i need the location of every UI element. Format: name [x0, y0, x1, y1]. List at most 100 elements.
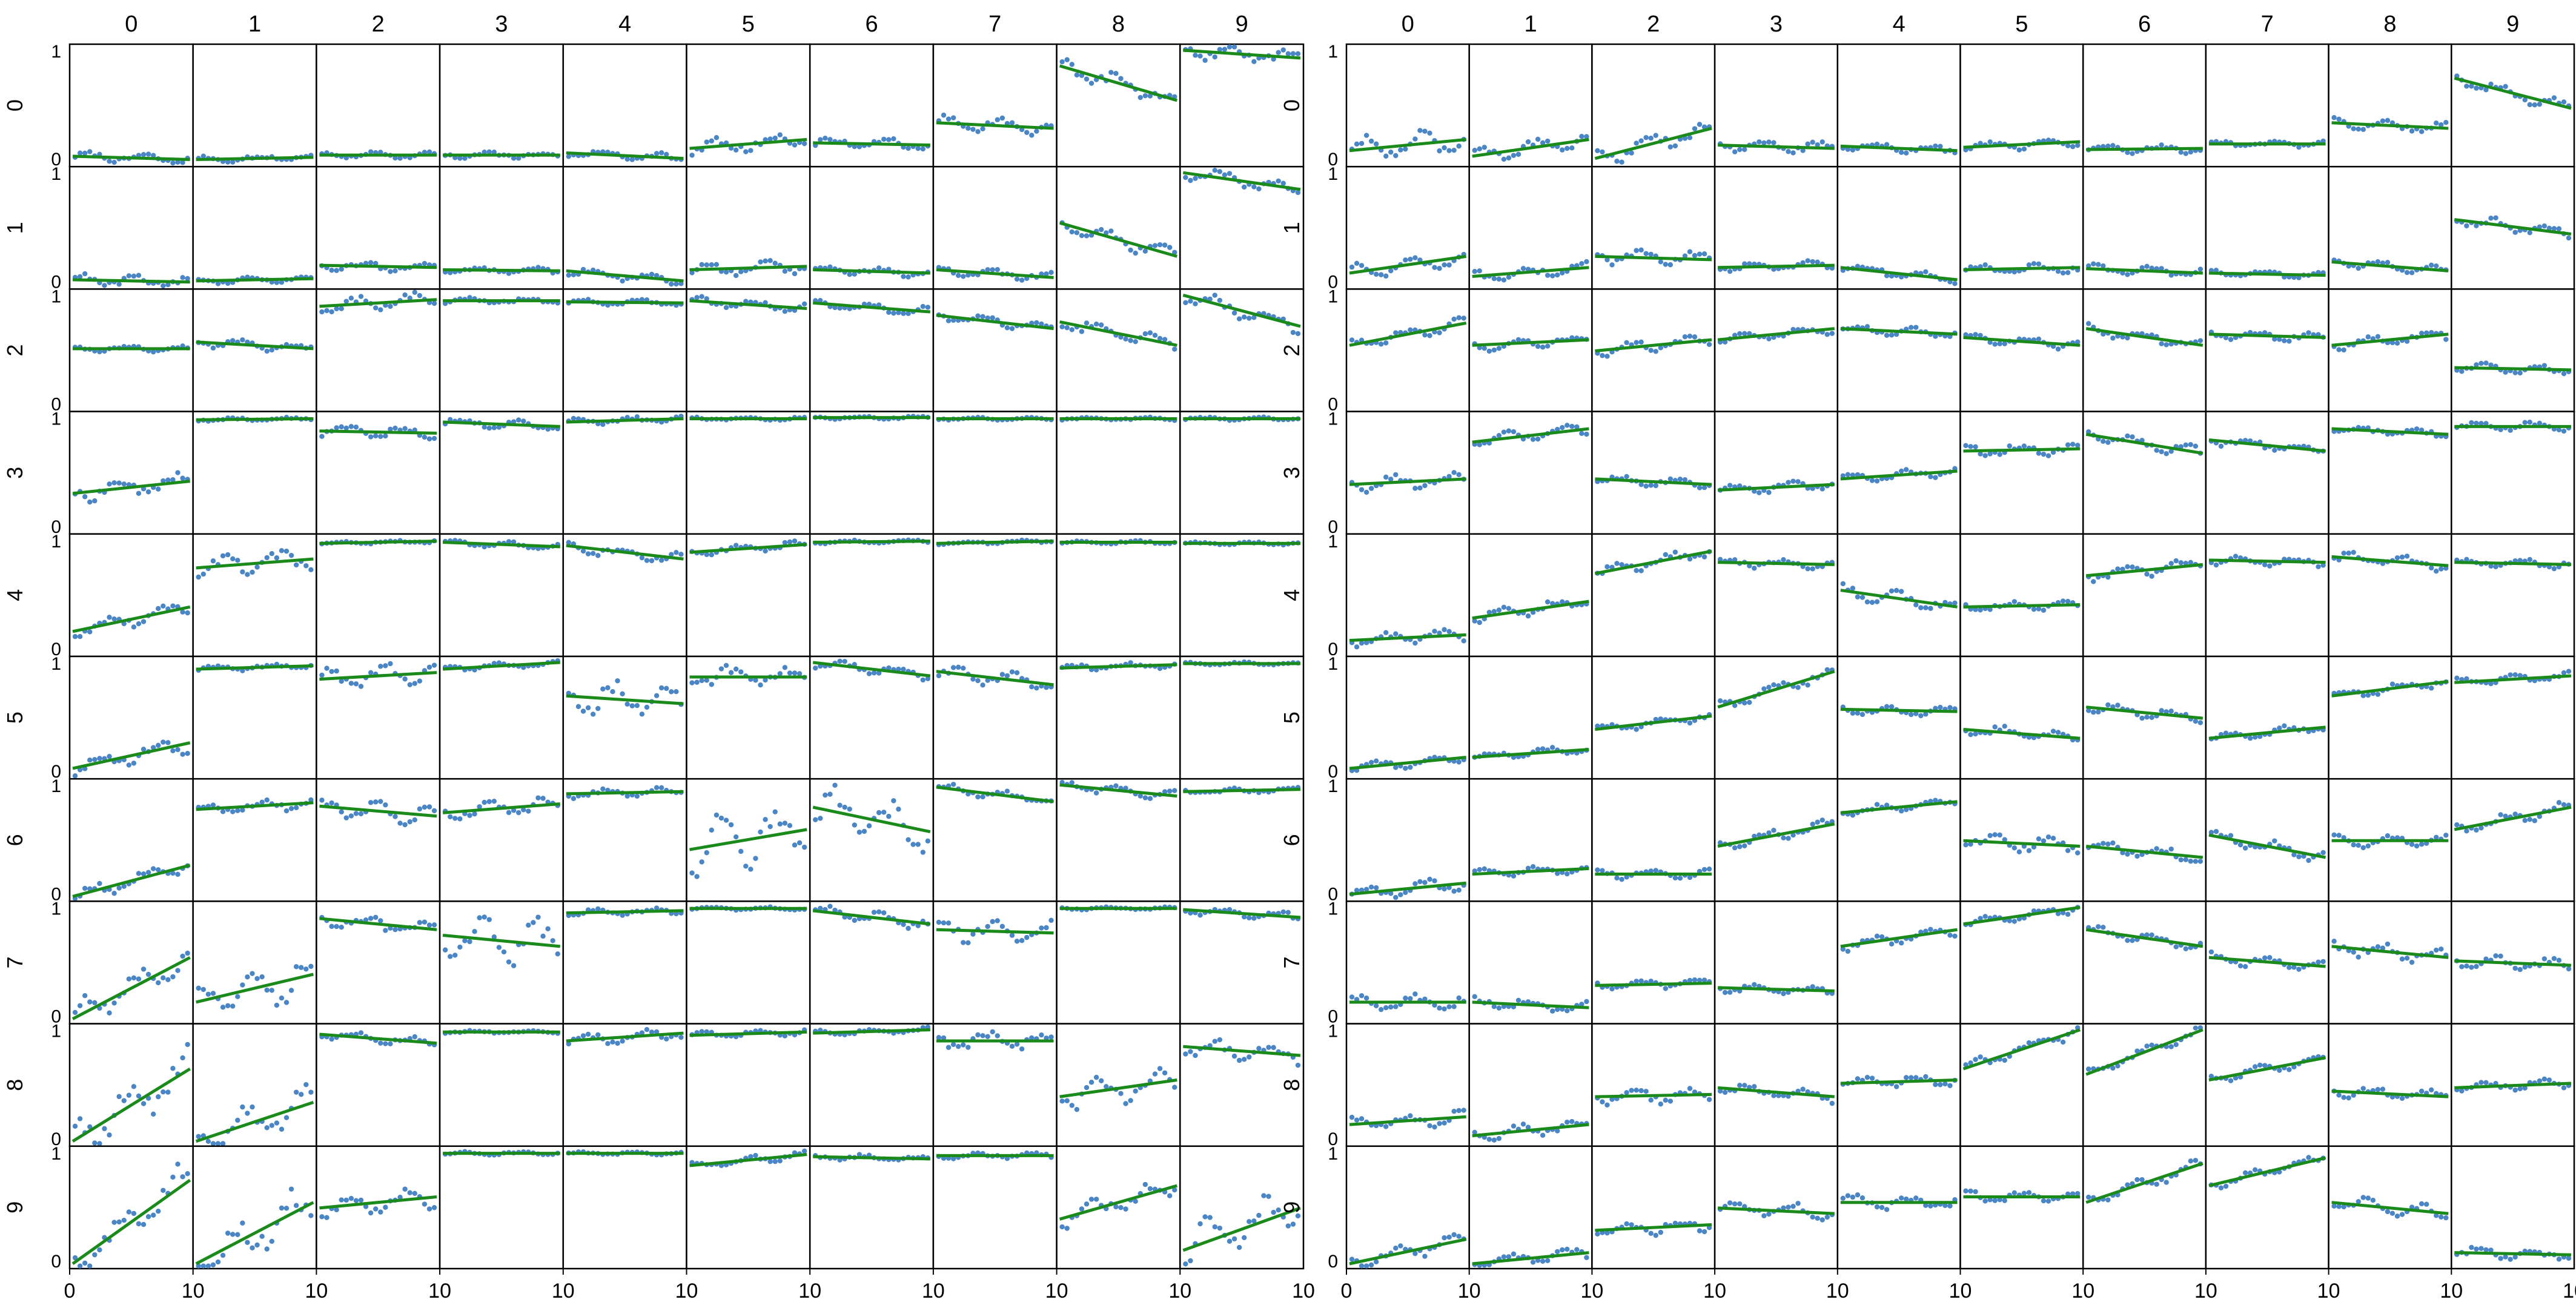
scatter-point [407, 682, 412, 687]
cell-frame [68, 165, 194, 290]
cell-frame [1468, 655, 1593, 780]
column-label: 3 [1770, 12, 1783, 37]
scatter-point [777, 1158, 783, 1164]
scatter-point [1128, 338, 1133, 343]
scatter-point [1142, 795, 1148, 801]
scatter-point [1766, 139, 1772, 145]
scatter-point [225, 1230, 231, 1236]
scatter-point [1869, 478, 1875, 483]
scatter-point [1039, 1032, 1044, 1038]
scatter-point [2164, 451, 2169, 457]
scatter-point [1643, 483, 1649, 489]
scatter-point [644, 1026, 650, 1032]
scatter-point [891, 798, 896, 804]
scatter-point [1227, 171, 1233, 176]
scatter-point [1162, 337, 1168, 342]
scatter-point [733, 147, 739, 153]
scatter-point [111, 891, 117, 896]
scatter-point [2213, 828, 2219, 834]
scatter-point [1579, 431, 1584, 437]
scatter-point [678, 1034, 684, 1040]
scatter-point [910, 842, 916, 847]
grid-cell [1959, 533, 2084, 658]
scatter-point [2144, 263, 2150, 269]
y-tick-label: 1 [51, 286, 61, 306]
scatter-point [2183, 857, 2188, 862]
scatter-point [1456, 995, 1462, 1001]
scatter-point [402, 426, 408, 431]
scatter-point [906, 837, 911, 842]
grid-cell [2328, 43, 2452, 168]
scatter-point [1048, 1034, 1054, 1040]
scatter-point [1183, 174, 1188, 180]
scatter-point [624, 793, 630, 799]
scatter-point [1009, 1043, 1015, 1049]
scatter-point [196, 1134, 201, 1139]
scatter-point [156, 606, 161, 612]
scatter-point [1212, 292, 1217, 298]
scatter-point [1742, 843, 1747, 848]
grid-cell [932, 288, 1058, 412]
scatter-point [156, 867, 161, 873]
scatter-point [920, 146, 925, 152]
scatter-point [1261, 1193, 1266, 1198]
scatter-point [965, 125, 971, 131]
scatter-point [368, 1210, 374, 1216]
scatter-point [624, 701, 630, 707]
scatter-point [1193, 53, 1198, 58]
scatter-point [1737, 844, 1743, 850]
scatter-point [945, 116, 952, 122]
scatter-point [1491, 347, 1497, 353]
scatter-point [506, 539, 512, 544]
scatter-point [1432, 265, 1437, 270]
scatter-point [1923, 269, 1929, 275]
scatter-point [2164, 342, 2169, 348]
scatter-point [1427, 333, 1432, 338]
scatter-point [1231, 44, 1237, 50]
grid-cell [1179, 43, 1305, 168]
scatter-point [448, 814, 453, 819]
scatter-point [748, 867, 753, 872]
grid-cell [1713, 43, 1839, 168]
scatter-point [1569, 423, 1575, 429]
scatter-point [1383, 273, 1389, 279]
scatter-point [2428, 685, 2434, 691]
grid-cell [562, 655, 687, 780]
scatter-point [743, 149, 749, 154]
scatter-point [1893, 587, 1899, 593]
scatter-point [961, 274, 966, 279]
grid-cell [1836, 43, 1961, 168]
scatter-point [1446, 1004, 1452, 1009]
grid-cell [1345, 655, 1470, 780]
scatter-point [980, 1033, 985, 1039]
scatter-point [605, 685, 611, 690]
scatter-point [417, 806, 423, 812]
scatter-point [1805, 682, 1810, 688]
scatter-point [2101, 840, 2106, 846]
scatter-point [1247, 915, 1252, 920]
scatter-point [1442, 627, 1447, 632]
scatter-point [368, 800, 374, 805]
scatter-point [111, 159, 117, 165]
grid-cell [1959, 900, 2084, 1025]
scatter-point [1898, 940, 1904, 946]
scatter-point [2508, 428, 2513, 433]
cell-frame [2205, 533, 2329, 658]
scatter-point [1511, 429, 1517, 435]
grid-cell [1591, 43, 1716, 168]
scatter-point [87, 149, 93, 154]
row-label: 0 [1279, 99, 1304, 111]
scatter-point [220, 1141, 226, 1146]
scatter-point [1108, 228, 1114, 234]
scatter-point [1349, 994, 1355, 1000]
scatter-point [1742, 147, 1747, 153]
scatter-point [452, 953, 458, 958]
scatter-point [279, 1205, 285, 1211]
row-label: 8 [2, 1079, 27, 1091]
scatter-point [2011, 919, 2018, 924]
grid-cell [1713, 533, 1839, 658]
grid-cell [68, 411, 194, 535]
scatter-point [363, 260, 369, 266]
grid-cell [2451, 778, 2575, 902]
scatter-point [1456, 144, 1462, 149]
